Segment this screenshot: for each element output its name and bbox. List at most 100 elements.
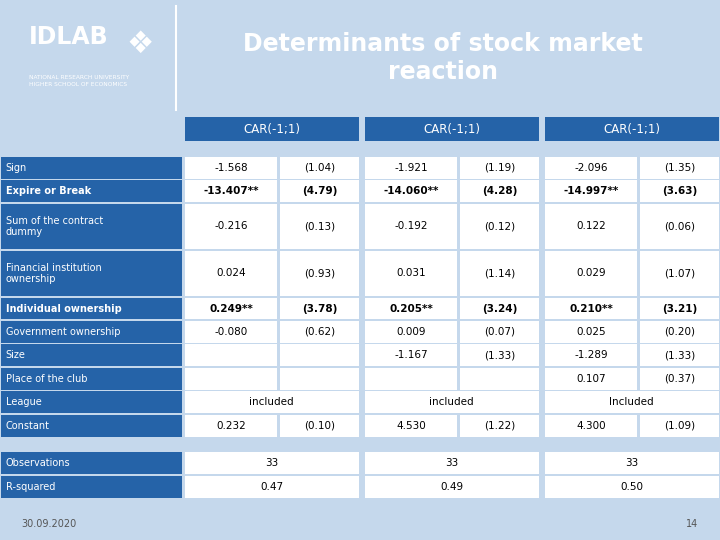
Text: 0.205**: 0.205** [390,303,433,314]
Bar [361,345,362,366]
Bar [361,415,362,437]
Bar [1,368,182,390]
Text: -0.192: -0.192 [395,221,428,231]
Bar [361,321,362,343]
Bar [541,368,542,390]
Text: (4.28): (4.28) [482,186,517,196]
Bar [545,415,637,437]
Bar [640,368,719,390]
Bar [361,204,362,249]
Bar [541,476,542,498]
Bar [460,438,539,451]
Bar [185,298,277,320]
Bar [545,392,719,413]
Bar [280,438,359,451]
Bar [460,415,539,437]
Text: -2.096: -2.096 [575,163,608,173]
Bar [1,500,182,510]
Bar [640,500,719,510]
Text: Financial institution
ownership: Financial institution ownership [6,262,102,284]
Bar [541,204,542,249]
Bar [541,345,542,366]
Text: (1.04): (1.04) [304,163,335,173]
Bar [361,438,362,451]
Text: (0.37): (0.37) [664,374,695,384]
Bar [545,180,637,202]
Bar [460,143,539,155]
Text: Observations: Observations [6,458,71,468]
Text: (3.21): (3.21) [662,303,697,314]
Text: 0.210**: 0.210** [570,303,613,314]
Bar [365,143,457,155]
Text: NATIONAL RESEARCH UNIVERSITY
HIGHER SCHOOL OF ECONOMICS: NATIONAL RESEARCH UNIVERSITY HIGHER SCHO… [29,76,129,87]
Text: 14: 14 [686,518,698,529]
Text: Individual ownership: Individual ownership [6,303,122,314]
Bar [185,438,277,451]
Text: Determinants of stock market
reaction: Determinants of stock market reaction [243,32,643,84]
Bar [460,204,539,249]
Bar [640,251,719,296]
Text: 4.300: 4.300 [577,421,606,431]
Bar [541,500,542,510]
Bar [1,476,182,498]
Bar [545,438,637,451]
Bar [361,476,362,498]
Text: (0.06): (0.06) [664,221,695,231]
Text: 4.530: 4.530 [396,421,426,431]
Text: 0.024: 0.024 [217,268,246,278]
Text: ❖: ❖ [127,30,154,59]
Bar [365,438,457,451]
Bar [185,345,277,366]
Bar [185,453,359,474]
Text: 33: 33 [265,458,279,468]
Bar [640,415,719,437]
Bar [640,438,719,451]
Bar [365,453,539,474]
Bar [460,298,539,320]
Bar [365,368,457,390]
Text: -1.568: -1.568 [215,163,248,173]
Text: -0.080: -0.080 [215,327,248,337]
Text: Expire or Break: Expire or Break [6,186,91,196]
Bar [545,321,637,343]
Bar [460,345,539,366]
Bar [1,453,182,474]
Text: -13.407**: -13.407** [204,186,259,196]
Bar [545,143,637,155]
Bar [1,251,182,296]
Bar [365,157,457,179]
Bar [185,476,359,498]
Bar [365,298,457,320]
Text: (4.79): (4.79) [302,186,337,196]
Bar [280,251,359,296]
Text: (0.13): (0.13) [304,221,335,231]
Text: 33: 33 [445,458,459,468]
Text: 33: 33 [625,458,639,468]
Bar [545,500,637,510]
Bar [185,500,277,510]
Bar [361,453,362,474]
Text: -14.060**: -14.060** [384,186,439,196]
Bar [365,251,457,296]
Text: 0.249**: 0.249** [210,303,253,314]
Text: Place of the club: Place of the club [6,374,87,384]
Bar [365,321,457,343]
Text: 0.50: 0.50 [621,482,643,492]
Bar [545,204,637,249]
Bar [460,180,539,202]
Bar [460,500,539,510]
Bar [280,368,359,390]
Bar [365,392,539,413]
Bar [361,251,362,296]
Bar [280,143,359,155]
Bar [185,204,277,249]
Text: (0.93): (0.93) [304,268,335,278]
Bar [541,453,542,474]
Bar [1,345,182,366]
Text: 0.029: 0.029 [577,268,606,278]
Bar [541,438,542,451]
Bar [185,321,277,343]
Bar [185,415,277,437]
Text: included: included [250,397,294,407]
Bar [361,180,362,202]
